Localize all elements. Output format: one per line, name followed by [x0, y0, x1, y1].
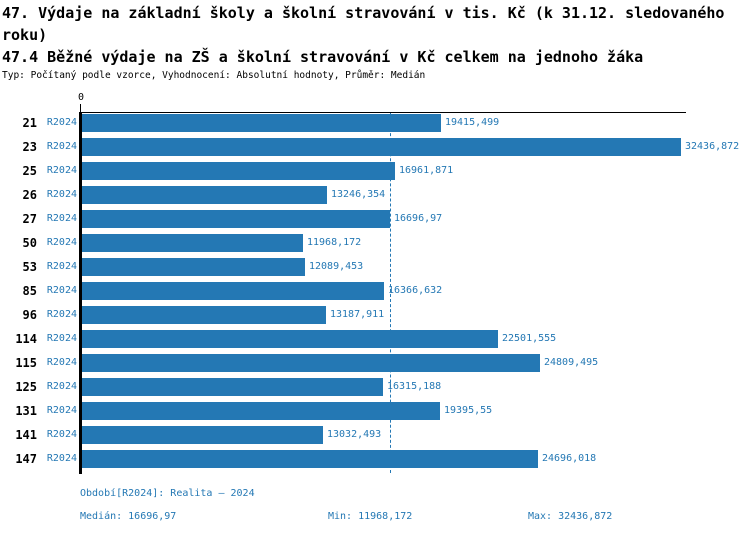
chart-row: 114 R2024 22501,555: [0, 330, 750, 348]
bar: [82, 282, 384, 300]
value-label: 22501,555: [502, 333, 557, 344]
bar: [82, 450, 538, 468]
median-stat: Medián: 16696,97: [80, 511, 177, 522]
category-label: 25: [22, 164, 37, 178]
chart-row: 96 R2024 13187,911: [0, 306, 750, 324]
value-label: 13032,493: [327, 429, 382, 440]
value-label: 12089,453: [309, 261, 364, 272]
period-legend: Období[R2024]: Realita – 2024: [80, 488, 255, 499]
series-label: R2024: [46, 189, 77, 200]
bar: [82, 306, 326, 324]
bar: [82, 426, 323, 444]
series-label: R2024: [46, 261, 77, 272]
category-label: 96: [22, 308, 37, 322]
chart-row: 85 R2024 16366,632: [0, 282, 750, 300]
x-axis-zero-tick-label: 0: [77, 92, 85, 103]
series-label: R2024: [46, 237, 77, 248]
category-label: 131: [15, 404, 37, 418]
x-axis-line: [79, 112, 686, 113]
category-label: 50: [22, 236, 37, 250]
chart-row: 21 R2024 19415,499: [0, 114, 750, 132]
median-reference-line: [390, 113, 391, 473]
chart-title: 47. Výdaje na základní školy a školní st…: [2, 4, 725, 44]
category-label: 21: [22, 116, 37, 130]
value-label: 16366,632: [388, 285, 443, 296]
category-label: 85: [22, 284, 37, 298]
bar: [82, 258, 305, 276]
chart-row: 131 R2024 19395,55: [0, 402, 750, 420]
chart-row: 115 R2024 24809,495: [0, 354, 750, 372]
max-stat: Max: 32436,872: [528, 511, 613, 522]
category-label: 53: [22, 260, 37, 274]
category-label: 114: [15, 332, 37, 346]
bar: [82, 354, 540, 372]
chart-row: 27 R2024 16696,97: [0, 210, 750, 228]
bar: [82, 186, 327, 204]
bar: [82, 402, 440, 420]
series-label: R2024: [46, 165, 77, 176]
chart-row: 26 R2024 13246,354: [0, 186, 750, 204]
category-label: 147: [15, 452, 37, 466]
chart-row: 147 R2024 24696,018: [0, 450, 750, 468]
bar: [82, 114, 441, 132]
x-axis-zero-tick: [80, 104, 81, 112]
bar: [82, 378, 383, 396]
bar: [82, 234, 303, 252]
category-label: 26: [22, 188, 37, 202]
series-label: R2024: [46, 213, 77, 224]
series-label: R2024: [46, 405, 77, 416]
value-label: 19415,499: [445, 117, 500, 128]
y-axis-line: [79, 112, 82, 474]
value-label: 16696,97: [394, 213, 443, 224]
value-label: 13187,911: [330, 309, 385, 320]
value-label: 16315,188: [387, 381, 442, 392]
category-label: 125: [15, 380, 37, 394]
category-label: 23: [22, 140, 37, 154]
series-label: R2024: [46, 453, 77, 464]
series-label: R2024: [46, 333, 77, 344]
value-label: 19395,55: [444, 405, 493, 416]
series-label: R2024: [46, 357, 77, 368]
value-label: 16961,871: [399, 165, 454, 176]
chart-subtitle: 47.4 Běžné výdaje na ZŠ a školní stravov…: [2, 48, 644, 66]
value-label: 24696,018: [542, 453, 597, 464]
bar: [82, 330, 498, 348]
series-label: R2024: [46, 141, 77, 152]
category-label: 141: [15, 428, 37, 442]
chart-row: 53 R2024 12089,453: [0, 258, 750, 276]
chart-row: 23 R2024 32436,872: [0, 138, 750, 156]
chart-row: 50 R2024 11968,172: [0, 234, 750, 252]
series-label: R2024: [46, 117, 77, 128]
chart-row: 141 R2024 13032,493: [0, 426, 750, 444]
bar: [82, 162, 395, 180]
value-label: 13246,354: [331, 189, 386, 200]
value-label: 24809,495: [544, 357, 599, 368]
category-label: 115: [15, 356, 37, 370]
series-label: R2024: [46, 309, 77, 320]
series-label: R2024: [46, 381, 77, 392]
value-label: 11968,172: [307, 237, 362, 248]
series-label: R2024: [46, 429, 77, 440]
series-label: R2024: [46, 285, 77, 296]
chart-row: 25 R2024 16961,871: [0, 162, 750, 180]
category-label: 27: [22, 212, 37, 226]
value-label: 32436,872: [685, 141, 740, 152]
bar: [82, 210, 390, 228]
bar: [82, 138, 681, 156]
chart-row: 125 R2024 16315,188: [0, 378, 750, 396]
min-stat: Min: 11968,172: [328, 511, 413, 522]
chart-meta-line: Typ: Počítaný podle vzorce, Vyhodnocení:…: [2, 70, 426, 81]
